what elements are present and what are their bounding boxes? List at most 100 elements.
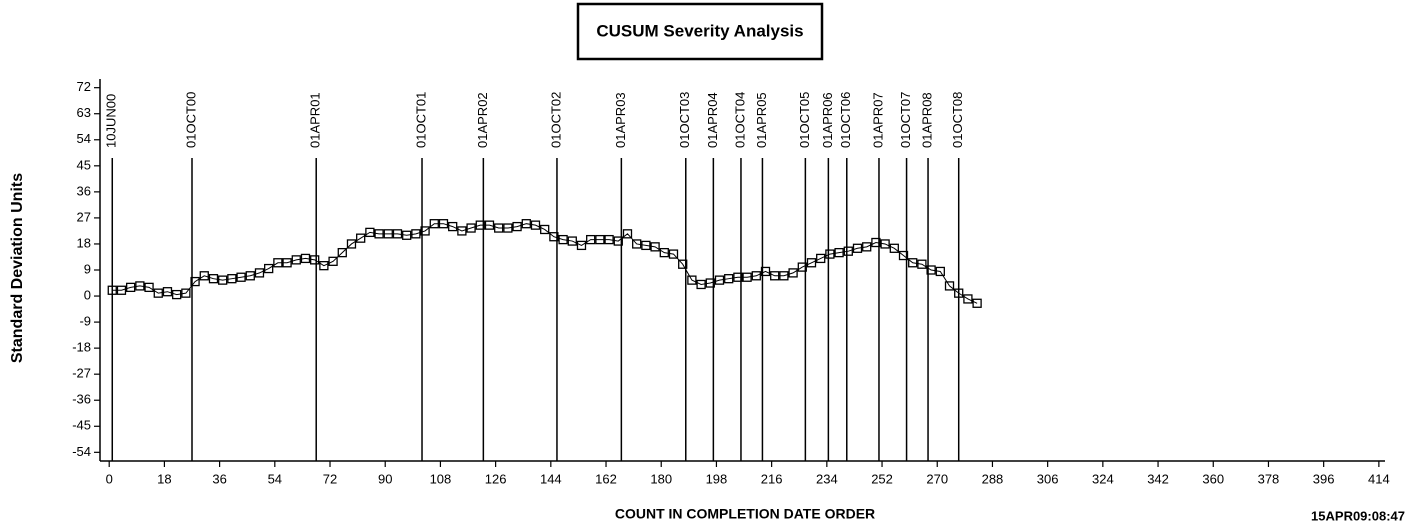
point bbox=[135, 281, 145, 291]
y-tick-label: 18 bbox=[77, 235, 91, 250]
y-tick-label: 63 bbox=[77, 105, 91, 120]
point bbox=[190, 276, 200, 287]
point bbox=[328, 256, 338, 266]
point bbox=[797, 262, 807, 272]
reference-label: 01APR02 bbox=[475, 92, 490, 148]
x-tick-label: 126 bbox=[485, 471, 507, 486]
point bbox=[733, 272, 743, 282]
point bbox=[779, 271, 789, 281]
point bbox=[310, 255, 320, 265]
point bbox=[126, 282, 136, 293]
reference-label: 01APR01 bbox=[308, 92, 323, 148]
point bbox=[963, 294, 973, 304]
point bbox=[586, 234, 596, 245]
reference-label: 01OCT04 bbox=[732, 92, 747, 148]
point bbox=[668, 249, 679, 259]
x-tick-label: 180 bbox=[650, 471, 672, 486]
point bbox=[843, 246, 853, 256]
x-tick-label: 72 bbox=[323, 471, 337, 486]
y-tick-label: -54 bbox=[72, 444, 91, 459]
point bbox=[604, 234, 614, 245]
point bbox=[374, 229, 384, 239]
reference-label: 01OCT06 bbox=[838, 92, 853, 148]
point bbox=[236, 272, 246, 282]
point bbox=[420, 226, 430, 236]
reference-label: 01APR06 bbox=[820, 92, 835, 148]
point bbox=[530, 220, 541, 230]
point bbox=[622, 229, 633, 239]
point bbox=[632, 239, 642, 249]
point bbox=[402, 230, 412, 240]
point bbox=[917, 259, 927, 269]
point bbox=[696, 279, 706, 290]
x-tick-label: 36 bbox=[212, 471, 226, 486]
point bbox=[218, 275, 228, 285]
reference-label: 01OCT03 bbox=[677, 92, 692, 148]
y-tick-label: 0 bbox=[84, 287, 91, 302]
x-tick-label: 378 bbox=[1258, 471, 1280, 486]
x-tick-label: 306 bbox=[1037, 471, 1059, 486]
reference-label: 01APR07 bbox=[870, 92, 885, 148]
reference-label: 01APR05 bbox=[754, 92, 769, 148]
point bbox=[466, 223, 476, 233]
point bbox=[429, 219, 439, 229]
point bbox=[889, 243, 899, 253]
point bbox=[880, 239, 890, 249]
y-tick-label: 9 bbox=[84, 261, 91, 276]
point bbox=[788, 268, 798, 278]
point bbox=[144, 282, 154, 293]
x-tick-label: 360 bbox=[1202, 471, 1224, 486]
point bbox=[954, 288, 964, 298]
point bbox=[641, 240, 651, 251]
point bbox=[770, 271, 780, 281]
x-tick-label: 414 bbox=[1368, 471, 1390, 486]
point bbox=[457, 226, 467, 236]
point bbox=[567, 236, 577, 246]
point bbox=[475, 220, 485, 230]
x-tick-label: 144 bbox=[540, 471, 562, 486]
reference-label: 01OCT05 bbox=[797, 92, 812, 148]
point bbox=[116, 285, 127, 295]
point bbox=[908, 258, 918, 268]
reference-label: 01OCT01 bbox=[413, 92, 428, 148]
point bbox=[245, 271, 255, 281]
x-tick-label: 162 bbox=[595, 471, 617, 486]
point bbox=[392, 229, 403, 239]
point bbox=[852, 243, 863, 253]
point bbox=[862, 242, 872, 252]
reference-label: 01APR03 bbox=[613, 92, 628, 148]
series-line bbox=[112, 223, 978, 304]
x-axis-label: COUNT IN COMPLETION DATE ORDER bbox=[615, 506, 875, 522]
point bbox=[816, 253, 826, 264]
point bbox=[264, 263, 274, 274]
point bbox=[199, 271, 209, 281]
point bbox=[273, 258, 283, 268]
point bbox=[760, 266, 771, 277]
x-tick-label: 0 bbox=[106, 471, 113, 486]
point bbox=[319, 261, 329, 271]
y-tick-label: 45 bbox=[77, 157, 91, 172]
y-tick-label: -18 bbox=[72, 340, 91, 355]
point bbox=[678, 259, 688, 269]
point bbox=[898, 250, 909, 261]
point bbox=[540, 224, 550, 235]
x-tick-label: 342 bbox=[1147, 471, 1169, 486]
point bbox=[346, 239, 357, 249]
point bbox=[714, 275, 725, 285]
point bbox=[871, 237, 881, 248]
reference-label: 01OCT02 bbox=[548, 92, 563, 148]
point bbox=[650, 242, 660, 252]
y-tick-label: -45 bbox=[72, 418, 91, 433]
point bbox=[944, 281, 955, 291]
x-tick-label: 18 bbox=[157, 471, 171, 486]
reference-label: 01OCT08 bbox=[950, 92, 965, 148]
reference-label: 01APR08 bbox=[919, 92, 934, 148]
point bbox=[503, 223, 513, 233]
point bbox=[659, 247, 669, 258]
point bbox=[448, 221, 458, 232]
point bbox=[825, 249, 835, 259]
x-tick-label: 216 bbox=[761, 471, 783, 486]
x-tick-label: 324 bbox=[1092, 471, 1114, 486]
